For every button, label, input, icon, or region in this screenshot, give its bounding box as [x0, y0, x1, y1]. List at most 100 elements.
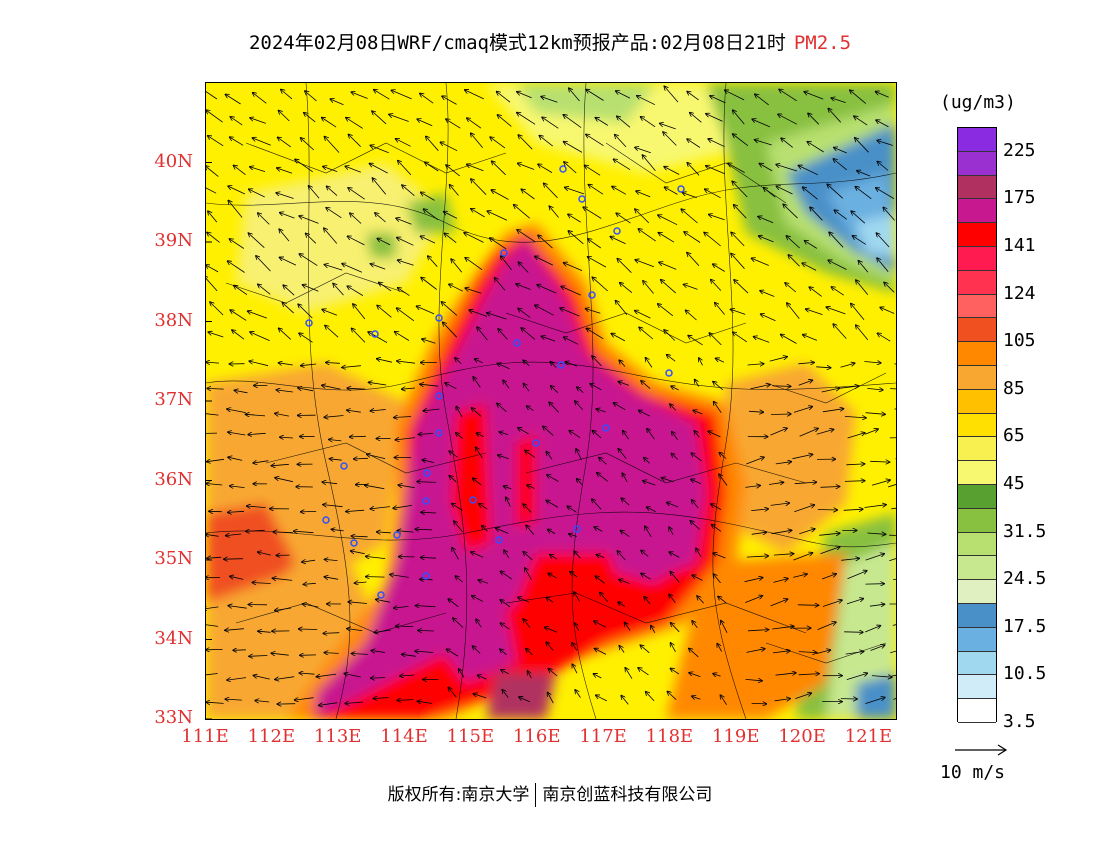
wind-arrow	[417, 482, 437, 483]
wind-arrow	[351, 92, 368, 99]
wind-arrow	[751, 532, 767, 534]
wind-arrow	[565, 187, 585, 195]
lon-tick-119: 119E	[712, 726, 760, 747]
wind-arrow	[206, 702, 224, 703]
wind-arrow	[620, 531, 630, 537]
legend-swatch	[958, 627, 996, 652]
wind-arrow	[760, 291, 775, 297]
legend-swatch	[958, 128, 996, 152]
wind-arrow	[616, 91, 631, 99]
wind-arrow	[227, 409, 246, 413]
wind-arrow	[366, 577, 385, 578]
wind-arrow	[207, 557, 222, 558]
wind-arrow	[525, 450, 535, 458]
city-marker	[613, 227, 621, 235]
wind-arrow	[348, 602, 367, 604]
wind-arrow	[793, 553, 812, 561]
wind-arrow	[398, 161, 412, 176]
wind-arrow	[551, 386, 559, 394]
wind-arrow	[518, 428, 529, 435]
wind-arrow	[665, 187, 678, 195]
wind-arrow	[445, 383, 457, 390]
wind-arrow	[279, 328, 292, 340]
wind-arrow	[258, 631, 271, 632]
legend-swatch	[958, 247, 996, 271]
wind-arrow	[592, 277, 608, 292]
wind-arrow	[887, 484, 896, 488]
wind-arrow	[497, 92, 511, 103]
wind-arrow	[372, 178, 387, 195]
wind-arrow	[473, 377, 481, 388]
wind-arrow	[273, 532, 293, 533]
wind-arrow	[586, 90, 604, 101]
wind-arrow	[345, 702, 364, 704]
wind-arrow	[544, 183, 558, 199]
wind-arrow	[426, 136, 439, 151]
wind-arrow	[248, 433, 266, 434]
wind-arrow	[234, 165, 246, 176]
wind-arrow	[820, 547, 839, 555]
wind-arrow	[398, 485, 415, 489]
wind-arrow	[206, 89, 218, 100]
wind-arrow	[542, 117, 559, 129]
wind-arrow	[283, 285, 295, 296]
wind-arrow	[865, 554, 885, 561]
wind-arrow	[583, 207, 602, 219]
wind-arrow	[829, 232, 844, 248]
lon-tick-115: 115E	[446, 726, 495, 747]
wind-arrow	[247, 506, 266, 508]
wind-reference-label: 10 m/s	[940, 762, 1006, 783]
wind-arrow	[276, 193, 294, 199]
wind-arrow	[590, 384, 602, 391]
wind-arrow	[230, 310, 247, 321]
wind-arrow	[618, 449, 627, 459]
company-text: 南京创蓝科技有限公司	[542, 785, 713, 805]
wind-arrow	[415, 529, 433, 530]
wind-arrow	[523, 619, 531, 628]
wind-arrow	[347, 410, 361, 412]
wind-arrow	[752, 119, 771, 128]
wind-arrow	[422, 460, 435, 463]
wind-arrow	[275, 413, 289, 416]
wind-arrow	[890, 650, 896, 654]
city-marker	[422, 572, 430, 580]
city-marker	[602, 424, 610, 432]
wind-arrow	[660, 123, 676, 130]
wind-arrow	[253, 675, 270, 680]
wind-arrow	[853, 236, 867, 245]
wind-arrow	[840, 363, 855, 368]
wind-arrow	[496, 528, 509, 534]
wind-arrow	[280, 257, 297, 266]
wind-arrow	[752, 258, 769, 266]
pm25-map[interactable]	[206, 83, 896, 719]
wind-arrow	[370, 164, 388, 174]
wind-arrow	[810, 207, 823, 221]
wind-arrow	[635, 260, 655, 268]
wind-arrow	[325, 326, 339, 338]
wind-arrow	[423, 409, 440, 411]
map-panel[interactable]	[205, 82, 897, 720]
wind-arrow	[347, 388, 366, 389]
wind-arrow	[688, 336, 703, 346]
wind-arrow	[713, 264, 725, 272]
wind-arrow	[561, 286, 581, 296]
wind-arrow	[546, 597, 554, 603]
wind-arrow	[647, 507, 656, 512]
wind-arrow	[519, 697, 531, 703]
wind-arrow	[644, 458, 650, 464]
wind-arrow	[635, 311, 651, 319]
wind-arrow	[280, 437, 293, 438]
wind-arrow	[255, 701, 270, 703]
wind-arrow	[207, 388, 224, 389]
wind-arrow	[440, 142, 458, 152]
wind-arrow	[279, 111, 290, 122]
wind-arrow	[819, 533, 840, 535]
wind-arrow	[640, 645, 650, 654]
wind-arrow	[563, 115, 582, 128]
wind-arrow	[642, 155, 656, 172]
wind-arrow	[871, 480, 890, 486]
legend-unit: (ug/m3)	[940, 92, 1016, 113]
wind-arrow	[325, 137, 340, 153]
wind-arrow	[694, 431, 700, 438]
wind-arrow	[711, 504, 722, 510]
